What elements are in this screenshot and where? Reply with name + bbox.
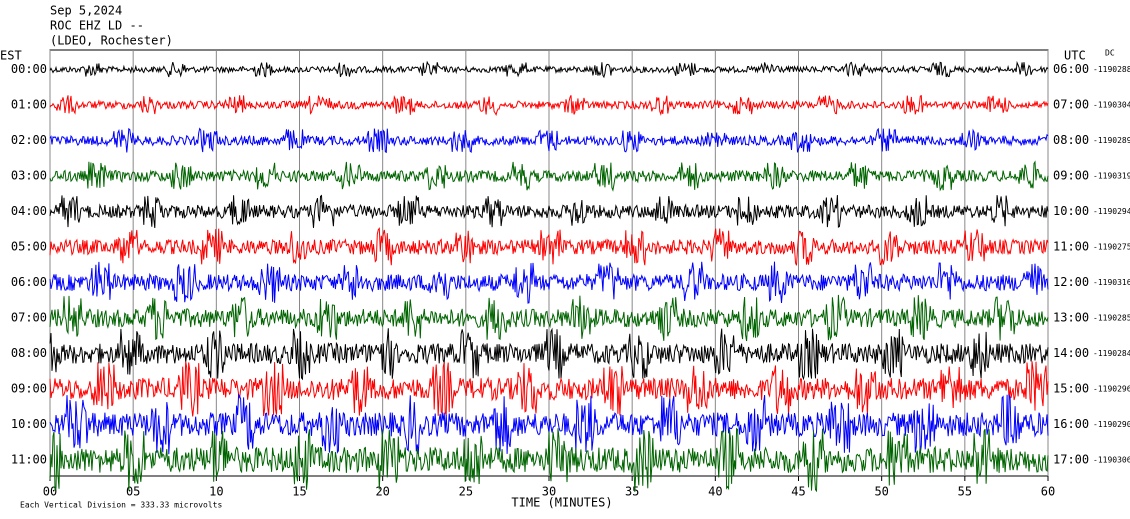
x-tick-label: 10	[209, 485, 223, 499]
trace	[49, 194, 1049, 229]
est-label: 07:00	[11, 311, 47, 325]
utc-label: 12:00	[1053, 275, 1089, 289]
utc-label: 14:00	[1053, 346, 1089, 360]
est-label: 09:00	[11, 382, 47, 396]
dc-value: -1190284	[1093, 349, 1130, 358]
est-label: 10:00	[11, 417, 47, 431]
dc-value: -1190304	[1093, 101, 1130, 110]
scale-note: Each Vertical Division = 333.33 microvol…	[20, 501, 222, 510]
trace	[49, 60, 1049, 79]
est-label: 08:00	[11, 346, 47, 360]
x-axis-title: TIME (MINUTES)	[511, 496, 612, 510]
est-label: 05:00	[11, 240, 47, 254]
dc-value: -1190290	[1093, 420, 1130, 429]
dc-value: -1190316	[1093, 278, 1130, 287]
dc-value: -1190306	[1093, 456, 1130, 465]
trace	[49, 361, 1049, 417]
date: Sep 5,2024	[50, 4, 122, 18]
x-tick-label: 45	[791, 485, 805, 499]
x-tick-label: 05	[126, 485, 140, 499]
est-label: 06:00	[11, 275, 47, 289]
est-label: 04:00	[11, 204, 47, 218]
dc-label: DC	[1105, 49, 1115, 58]
est-label: 00:00	[11, 62, 47, 76]
utc-label: 08:00	[1053, 133, 1089, 147]
est-label: 11:00	[11, 453, 47, 467]
est-label: 02:00	[11, 133, 47, 147]
x-tick-label: 60	[1041, 485, 1055, 499]
dc-value: -1190275	[1093, 243, 1130, 252]
dc-value: -1190319	[1093, 172, 1130, 181]
trace	[49, 427, 1049, 493]
dc-value: -1190296	[1093, 385, 1130, 394]
trace	[49, 94, 1049, 117]
dc-value: -1190285	[1093, 314, 1130, 323]
x-tick-label: 35	[625, 485, 639, 499]
trace	[49, 261, 1049, 304]
utc-label: 16:00	[1053, 417, 1089, 431]
x-tick-label: 55	[958, 485, 972, 499]
station: ROC EHZ LD --	[50, 19, 144, 33]
est-label: 01:00	[11, 98, 47, 112]
x-tick-label: 25	[459, 485, 473, 499]
dc-value: -1190288	[1093, 65, 1130, 74]
utc-label: 13:00	[1053, 311, 1089, 325]
right-axis-label: UTC	[1064, 49, 1086, 63]
trace	[49, 127, 1049, 154]
trace	[49, 294, 1049, 342]
x-tick-label: 00	[43, 485, 57, 499]
dc-value: -1190289	[1093, 136, 1130, 145]
left-axis-label: EST	[0, 49, 22, 63]
trace	[49, 327, 1049, 381]
utc-label: 11:00	[1053, 240, 1089, 254]
dc-value: -1190294	[1093, 207, 1130, 216]
trace	[49, 160, 1049, 192]
trace	[49, 227, 1049, 266]
utc-label: 06:00	[1053, 62, 1089, 76]
x-tick-label: 30	[542, 485, 556, 499]
utc-label: 07:00	[1053, 98, 1089, 112]
x-tick-label: 50	[874, 485, 888, 499]
x-tick-label: 20	[375, 485, 389, 499]
network: (LDEO, Rochester)	[50, 34, 173, 48]
utc-label: 10:00	[1053, 204, 1089, 218]
est-label: 03:00	[11, 169, 47, 183]
x-tick-label: 40	[708, 485, 722, 499]
utc-label: 09:00	[1053, 169, 1089, 183]
utc-label: 17:00	[1053, 453, 1089, 467]
x-tick-label: 15	[292, 485, 306, 499]
utc-label: 15:00	[1053, 382, 1089, 396]
